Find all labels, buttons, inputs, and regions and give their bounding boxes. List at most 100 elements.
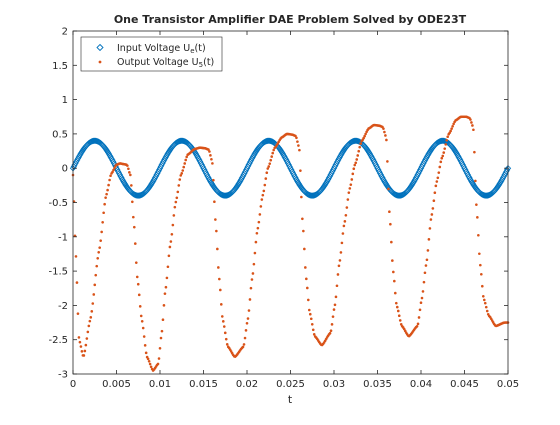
output-point <box>103 202 106 206</box>
output-point <box>443 147 447 150</box>
output-point <box>162 304 166 307</box>
input-point <box>381 177 388 185</box>
y-tick-label: -3 <box>58 370 68 381</box>
output-point <box>74 255 78 258</box>
output-point <box>298 148 301 152</box>
output-point <box>425 258 429 262</box>
y-tick-label: -2 <box>58 301 68 312</box>
output-point <box>175 196 179 200</box>
x-tick-label: 0 <box>70 379 76 390</box>
output-point <box>393 279 396 283</box>
output-point <box>333 303 337 307</box>
output-point <box>363 134 366 138</box>
output-point <box>389 222 392 226</box>
output-point <box>253 251 257 255</box>
output-point <box>272 148 275 152</box>
output-point <box>480 272 483 276</box>
input-point <box>105 150 113 158</box>
y-tick-label: 0 <box>62 164 68 175</box>
y-tick-label: 0.5 <box>52 129 68 140</box>
output-point <box>89 316 93 319</box>
output-point <box>446 135 449 139</box>
input-point <box>192 150 200 158</box>
output-point <box>163 292 167 295</box>
output-point <box>302 229 305 233</box>
output-point <box>362 136 365 140</box>
output-point <box>386 160 389 163</box>
output-point <box>106 188 109 192</box>
output-point <box>334 295 338 299</box>
output-point <box>260 198 264 201</box>
output-point <box>483 301 487 305</box>
output-point <box>139 314 143 318</box>
output-point <box>215 229 218 233</box>
output-point <box>219 288 222 292</box>
output-point <box>431 207 435 210</box>
legend-input-sub: e <box>190 47 194 55</box>
input-point <box>294 177 301 185</box>
output-point <box>305 277 308 281</box>
output-point <box>433 191 437 194</box>
input-point <box>206 176 213 183</box>
output-point <box>304 266 307 269</box>
output-point <box>354 161 358 165</box>
output-point <box>220 315 224 318</box>
output-point <box>391 259 394 262</box>
output-point <box>473 150 476 154</box>
output-point <box>98 246 101 249</box>
output-point <box>342 224 346 228</box>
output-point <box>256 226 260 230</box>
input-point <box>503 166 511 174</box>
output-point <box>353 163 357 167</box>
output-point <box>168 245 172 249</box>
output-point <box>75 281 79 284</box>
output-point <box>91 302 95 305</box>
legend-input-main: Input Voltage U <box>117 43 190 54</box>
output-point <box>79 345 83 348</box>
output-point <box>176 190 180 194</box>
output-point <box>87 324 91 328</box>
output-point <box>399 323 403 326</box>
output-point <box>476 216 479 219</box>
output-point <box>174 200 178 204</box>
output-point <box>427 238 431 241</box>
output-point <box>160 329 164 333</box>
output-point <box>96 257 100 260</box>
legend-input-marker <box>96 43 104 52</box>
output-point <box>156 362 160 366</box>
output-point <box>306 298 310 302</box>
x-tick-label: 0.05 <box>497 379 519 390</box>
output-point <box>429 218 433 221</box>
output-point <box>84 343 88 347</box>
output-point <box>140 319 144 323</box>
output-point <box>395 305 399 309</box>
output-point <box>418 308 422 312</box>
output-point <box>267 165 271 168</box>
output-point <box>300 195 303 199</box>
output-point <box>132 225 136 229</box>
output-point <box>167 254 171 258</box>
series-input <box>69 137 512 199</box>
output-point <box>257 220 261 224</box>
y-tick-label: -2.5 <box>48 335 68 346</box>
output-point <box>452 122 455 126</box>
output-point <box>217 266 220 269</box>
output-point <box>397 314 401 317</box>
output-point <box>258 213 262 216</box>
output-point <box>430 213 434 216</box>
x-tick-label: 0.01 <box>149 379 171 390</box>
output-point <box>97 250 101 254</box>
input-point <box>207 177 214 185</box>
output-point <box>439 160 443 164</box>
legend-input-text: Input Voltage Ue(t) <box>117 43 206 55</box>
output-point <box>426 249 430 252</box>
output-point <box>144 351 148 355</box>
output-point <box>312 333 316 336</box>
legend-output-main: Output Voltage U <box>117 57 199 68</box>
output-point <box>336 273 340 276</box>
output-point <box>357 149 361 153</box>
output-point <box>109 174 112 178</box>
output-point <box>138 305 142 308</box>
y-tick-label: 2 <box>62 27 68 38</box>
input-point <box>293 176 300 183</box>
